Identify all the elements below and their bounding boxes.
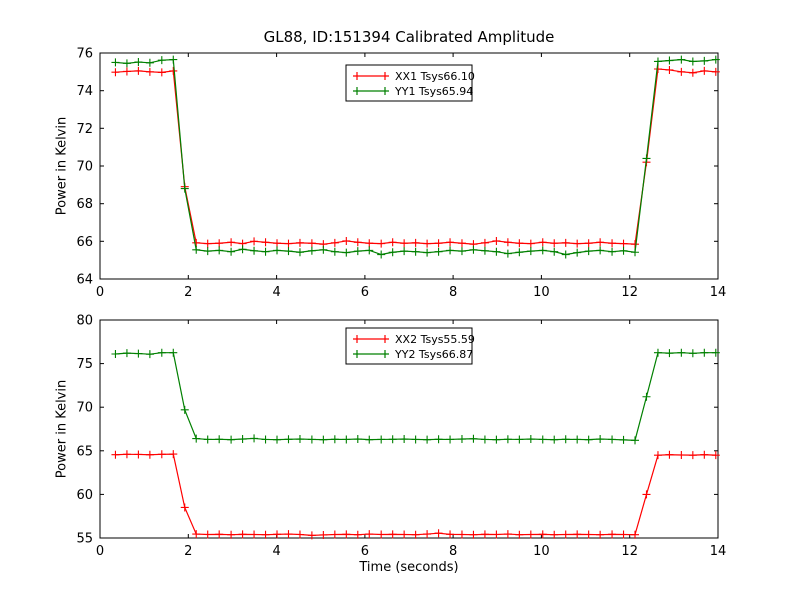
y-tick-label: 68 xyxy=(76,197,93,212)
y-tick-label: 64 xyxy=(76,273,93,288)
y-tick-label: 66 xyxy=(76,235,93,250)
series-yy2-markers xyxy=(111,348,720,445)
legend-marker-yy1 xyxy=(353,87,389,95)
legend-label: YY2 Tsys66.87 xyxy=(394,348,473,361)
x-tick-label: 8 xyxy=(449,285,457,300)
x-tick-label: 0 xyxy=(96,285,104,300)
legend-label: YY1 Tsys65.94 xyxy=(394,85,473,98)
x-tick-label: 6 xyxy=(361,285,369,300)
x-tick-label: 8 xyxy=(449,544,457,559)
legend-label: XX2 Tsys55.59 xyxy=(395,333,475,346)
y-tick-label: 55 xyxy=(76,532,93,547)
x-tick-label: 4 xyxy=(272,544,280,559)
y-tick-label: 75 xyxy=(76,357,93,372)
series-yy1-markers xyxy=(111,55,720,259)
y-tick-label: 76 xyxy=(76,47,93,62)
legend-box xyxy=(345,327,473,365)
x-tick-label: 10 xyxy=(533,544,550,559)
x-tick-label: 12 xyxy=(621,544,638,559)
y-tick-label: 80 xyxy=(76,314,93,329)
y-tick-label: 70 xyxy=(76,160,93,175)
x-tick-label: 6 xyxy=(361,544,369,559)
legend: XX1 Tsys66.10 YY1 Tsys65.94 xyxy=(345,64,475,102)
x-tick-label: 14 xyxy=(710,544,727,559)
legend: XX2 Tsys55.59 YY2 Tsys66.87 xyxy=(345,327,475,365)
subplot-bottom: 0 2 4 6 8 10 12 14 55 60 65 70 75 80 XX2 Tsys55.59 YY2 … xyxy=(76,314,726,560)
series-xx1-markers xyxy=(111,65,720,249)
axes-frame xyxy=(99,319,719,539)
top-y-axis-label: Power in Kelvin xyxy=(54,116,70,216)
x-tick-label: 14 xyxy=(710,285,727,300)
y-tick-label: 74 xyxy=(76,84,93,99)
series-yy2-line xyxy=(115,352,716,441)
legend-marker-xx2 xyxy=(353,335,389,343)
x-tick-label: 12 xyxy=(621,285,638,300)
bottom-y-axis-label: Power in Kelvin xyxy=(54,379,70,479)
y-tick-label: 72 xyxy=(76,122,93,137)
y-tick-label: 65 xyxy=(76,444,93,459)
legend-marker-xx1 xyxy=(353,72,389,80)
x-tick-label: 2 xyxy=(184,285,192,300)
x-tick-label: 10 xyxy=(533,285,550,300)
y-tick-label: 70 xyxy=(76,401,93,416)
series-xx2-markers xyxy=(111,450,720,540)
series-xx2-line xyxy=(115,453,716,536)
x-tick-label: 4 xyxy=(272,285,280,300)
x-tick-label: 2 xyxy=(184,544,192,559)
legend-box xyxy=(345,64,473,102)
chart-title: GL88, ID:151394 Calibrated Amplitude xyxy=(263,28,555,46)
legend-label: XX1 Tsys66.10 xyxy=(395,70,475,83)
x-tick-label: 0 xyxy=(96,544,104,559)
legend-marker-yy2 xyxy=(353,350,389,358)
x-axis-label: Time (seconds) xyxy=(359,560,459,575)
y-tick-label: 60 xyxy=(76,488,93,503)
